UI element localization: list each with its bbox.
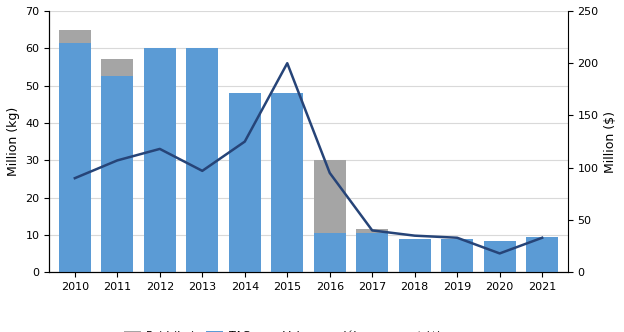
Y-axis label: Million ($): Million ($) bbox=[604, 111, 617, 173]
Valeur au débarquement ($) bbox=[241, 139, 248, 143]
Bar bbox=[399, 239, 431, 272]
Valeur au débarquement ($) bbox=[411, 234, 419, 238]
Bar bbox=[399, 239, 431, 272]
Y-axis label: Million (kg): Million (kg) bbox=[7, 107, 20, 176]
Valeur au débarquement ($) bbox=[326, 171, 333, 175]
Bar bbox=[229, 93, 261, 272]
Valeur au débarquement ($) bbox=[369, 228, 376, 232]
Bar bbox=[484, 240, 515, 272]
Bar bbox=[356, 233, 388, 272]
Bar bbox=[356, 229, 388, 272]
Bar bbox=[59, 43, 90, 272]
Bar bbox=[187, 72, 218, 272]
Bar bbox=[526, 237, 558, 272]
Bar bbox=[271, 93, 303, 272]
Valeur au débarquement ($) bbox=[283, 61, 291, 65]
Bar bbox=[441, 239, 473, 272]
Bar bbox=[144, 48, 176, 272]
Bar bbox=[441, 239, 473, 272]
Bar bbox=[59, 30, 90, 272]
Valeur au débarquement ($) bbox=[454, 236, 461, 240]
Legend: Poid (kg), TAC, Valeur au débarquement ($): Poid (kg), TAC, Valeur au débarquement (… bbox=[119, 326, 446, 332]
Bar bbox=[144, 56, 176, 272]
Bar bbox=[526, 237, 558, 272]
Valeur au débarquement ($) bbox=[539, 236, 546, 240]
Bar bbox=[229, 93, 261, 272]
Bar bbox=[314, 160, 346, 272]
Valeur au débarquement ($) bbox=[71, 176, 79, 180]
Valeur au débarquement ($) bbox=[156, 147, 163, 151]
Bar bbox=[314, 233, 346, 272]
Valeur au débarquement ($) bbox=[198, 169, 206, 173]
Bar bbox=[187, 48, 218, 272]
Bar bbox=[271, 93, 303, 272]
Bar bbox=[484, 252, 515, 272]
Line: Valeur au débarquement ($): Valeur au débarquement ($) bbox=[75, 63, 542, 253]
Bar bbox=[101, 76, 134, 272]
Valeur au débarquement ($) bbox=[496, 251, 504, 255]
Valeur au débarquement ($) bbox=[114, 158, 121, 162]
Bar bbox=[101, 59, 134, 272]
